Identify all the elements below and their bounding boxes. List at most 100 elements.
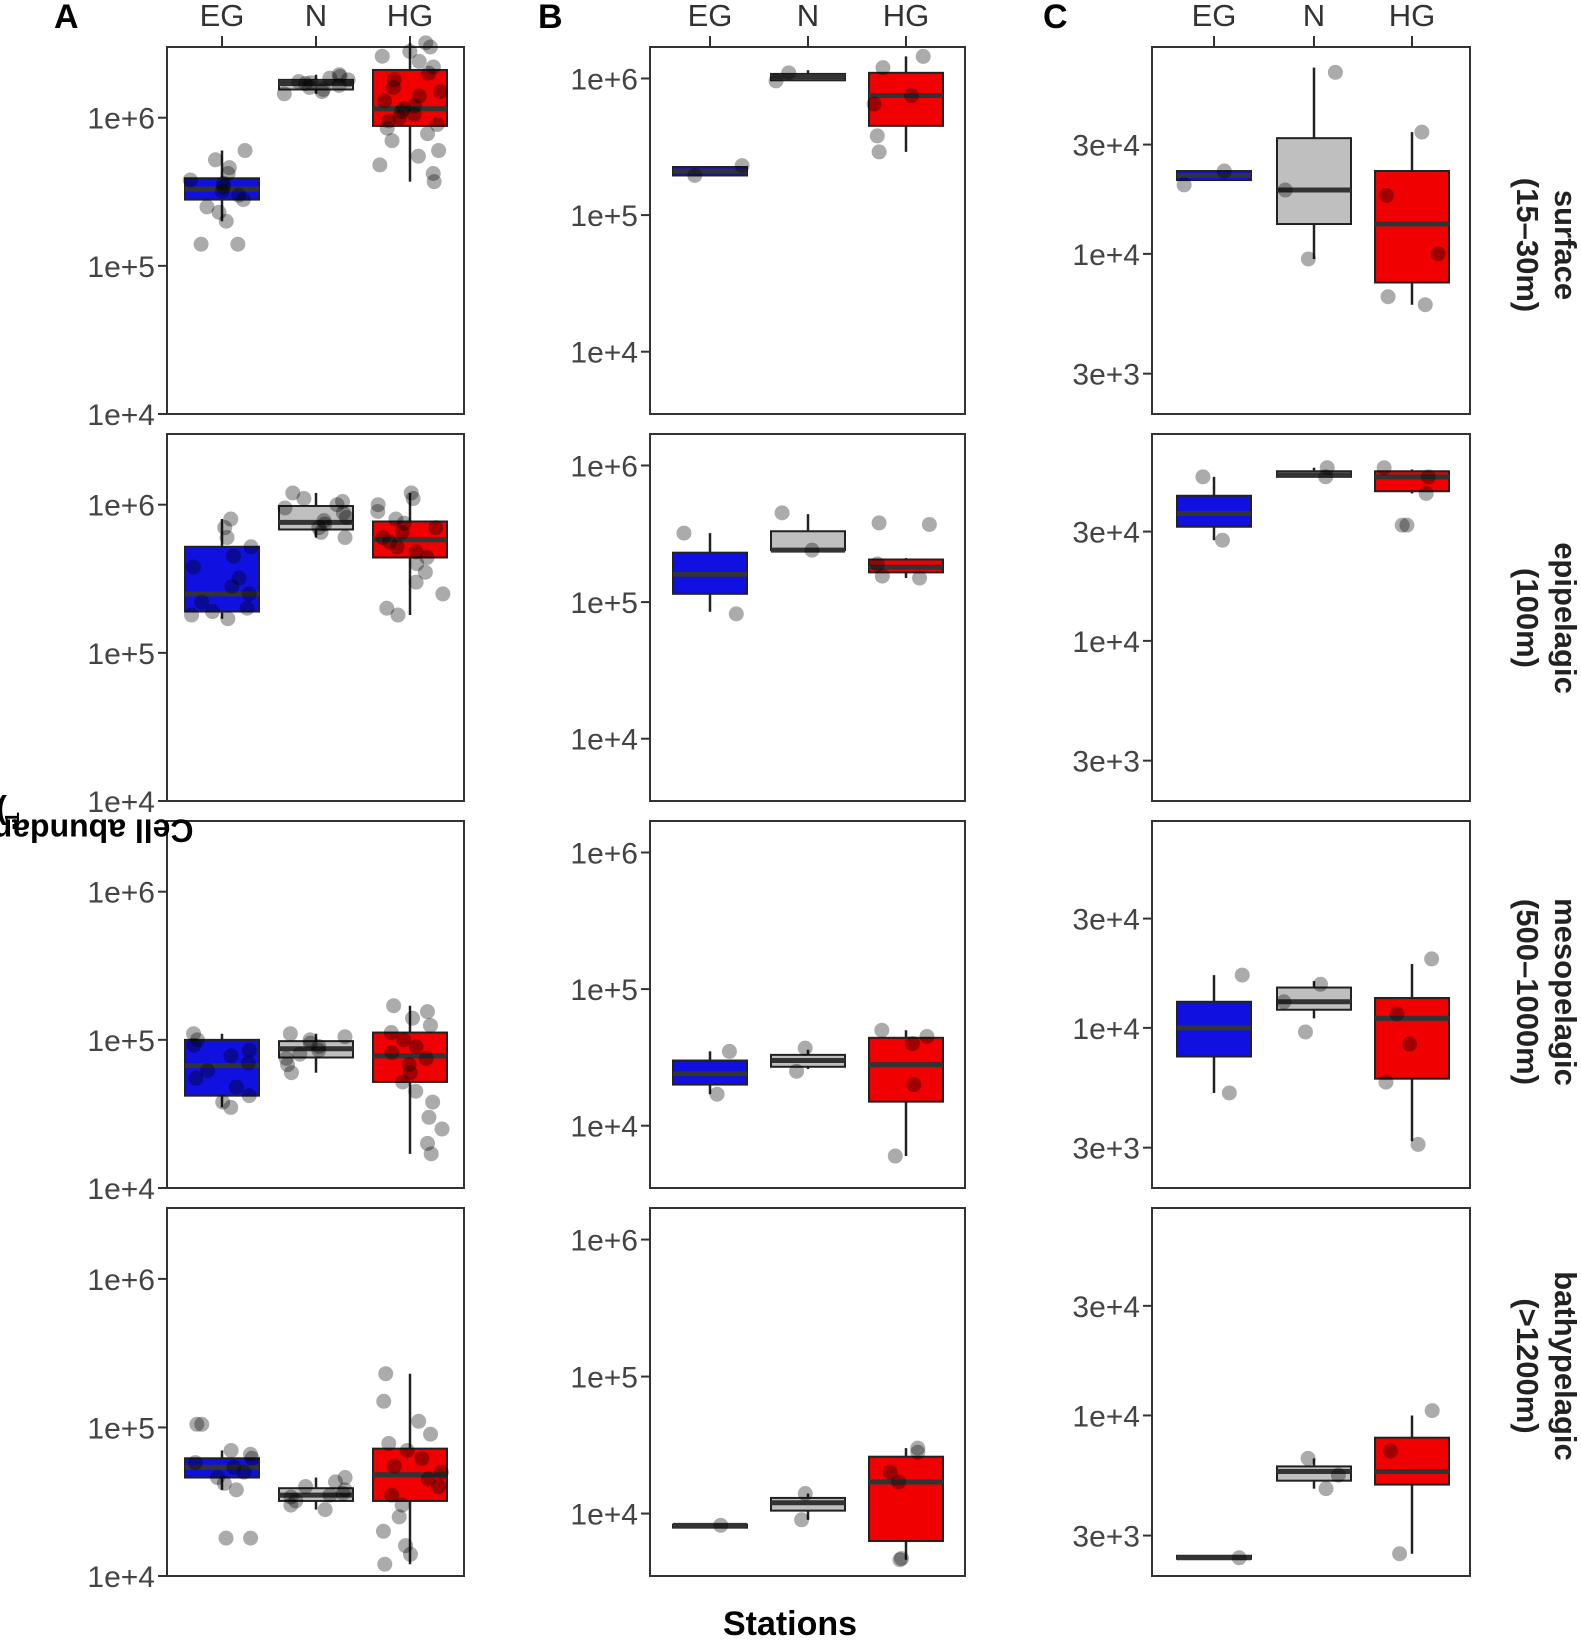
panel-c-mesopelagic-ytick-label: 3e+3 bbox=[1072, 1133, 1140, 1166]
panel-b-surface-hg-point bbox=[869, 128, 885, 144]
panel-c-mesopelagic-hg-point bbox=[1378, 1074, 1394, 1090]
panel-c-epipelagic-n-point bbox=[1319, 460, 1335, 476]
panel-a-bathypelagic-hg-point bbox=[386, 1458, 402, 1474]
panel-a-mesopelagic-eg-point bbox=[228, 1079, 244, 1095]
panel-c-epipelagic-ytick-label: 3e+3 bbox=[1072, 746, 1140, 779]
panel-a-epipelagic-eg-point bbox=[243, 539, 259, 555]
panel-a-epipelagic-ytick-label: 1e+6 bbox=[87, 490, 155, 523]
panel-c-bathypelagic-hg-point bbox=[1424, 1403, 1440, 1419]
panel-a-mesopelagic-hg-point bbox=[421, 1109, 437, 1125]
panel-a-epipelagic-n-point bbox=[285, 485, 301, 501]
panel-a-surface-n-point bbox=[322, 70, 338, 86]
panel-a-surface-n-point bbox=[315, 81, 331, 97]
panel-b-epipelagic-hg-point bbox=[874, 568, 890, 584]
panel-c-bathypelagic-ytick-label: 1e+4 bbox=[1072, 1400, 1140, 1433]
panel-a-bathypelagic-n-point bbox=[322, 1487, 338, 1503]
panel-c-surface-eg-point bbox=[1176, 177, 1192, 193]
panel-a-bathypelagic-eg-point bbox=[187, 1455, 203, 1471]
panel-b-bathypelagic-hg-point bbox=[892, 1552, 908, 1568]
panel-c-mesopelagic-n-point bbox=[1297, 1024, 1313, 1040]
panel-b-surface-ytick-label: 1e+5 bbox=[570, 200, 638, 233]
panel-c-surface-n-box bbox=[1276, 137, 1352, 226]
panel-a-mesopelagic-hg-point bbox=[419, 1004, 435, 1020]
panel-b-mesopelagic-hg-point bbox=[919, 1028, 935, 1044]
panel-c-surface-n-point bbox=[1277, 182, 1293, 198]
panel-a-bathypelagic-n-point bbox=[298, 1479, 314, 1495]
panel-a-mesopelagic-hg-point bbox=[402, 1065, 418, 1081]
panel-a-mesopelagic-hg-point bbox=[383, 1025, 399, 1041]
panel-a-surface-hg-point bbox=[392, 110, 408, 126]
panel-a-bathypelagic-eg-point bbox=[236, 1464, 252, 1480]
panel-a-bathypelagic-hg-point bbox=[378, 1366, 394, 1382]
station-label-a-n: N bbox=[304, 0, 328, 33]
panel-a-mesopelagic-eg-point bbox=[186, 1026, 202, 1042]
panel-a-mesopelagic-hg-point bbox=[422, 1017, 438, 1033]
panel-a-mesopelagic-n-point bbox=[311, 1042, 327, 1058]
panel-a-surface-ytick-label: 1e+4 bbox=[87, 399, 155, 432]
panel-b-epipelagic-hg-point bbox=[921, 516, 937, 532]
panel-a-bathypelagic-n-point bbox=[337, 1470, 353, 1486]
panel-a-surface-eg-point bbox=[218, 213, 234, 229]
panel-a-mesopelagic-eg-point bbox=[240, 1055, 256, 1071]
panel-a-surface-hg-point bbox=[386, 72, 402, 88]
panel-b-surface-hg-box bbox=[868, 71, 944, 127]
panel-a-epipelagic-eg-box bbox=[184, 545, 260, 613]
panel-a-epipelagic-hg-point bbox=[408, 544, 424, 560]
panel-a-mesopelagic-eg-point bbox=[188, 1070, 204, 1086]
panel-a-surface-hg-point bbox=[396, 101, 412, 117]
panel-a-epipelagic-eg-point bbox=[226, 548, 242, 564]
panel-a-mesopelagic-hg-point bbox=[425, 1094, 441, 1110]
panel-a-mesopelagic-hg-point bbox=[396, 1032, 412, 1048]
panel-b-surface-eg-point bbox=[687, 167, 703, 183]
panel-b-mesopelagic-ytick-label: 1e+5 bbox=[570, 974, 638, 1007]
panel-c-surface-hg-point bbox=[1380, 289, 1396, 305]
panel-a-bathypelagic-hg-point bbox=[384, 1487, 400, 1503]
depth-label-mesopelagic-line2: (500–1000m) bbox=[1510, 898, 1545, 1086]
y-axis-title-main: Cell abundance (cells mL bbox=[0, 812, 194, 849]
panel-a-epipelagic-n-point bbox=[335, 505, 351, 521]
panel-a-epipelagic-n-point bbox=[337, 530, 353, 546]
panel-a-mesopelagic-eg-point bbox=[241, 1042, 257, 1058]
panel-letter-c: C bbox=[1043, 0, 1068, 36]
panel-a-epipelagic-hg-point bbox=[408, 574, 424, 590]
panel-a-epipelagic-eg-point bbox=[185, 559, 201, 575]
panel-a-mesopelagic-ytick-label: 1e+4 bbox=[87, 1173, 155, 1206]
panel-c-mesopelagic-hg-point bbox=[1389, 1006, 1405, 1022]
panel-a-bathypelagic-eg-point bbox=[216, 1475, 232, 1491]
depth-label-surface-line1: surface bbox=[1548, 189, 1581, 301]
panel-c-surface-ytick-label: 3e+4 bbox=[1072, 130, 1140, 163]
panel-a-bathypelagic-hg-point bbox=[423, 1426, 439, 1442]
panel-a-surface-eg-point bbox=[231, 187, 247, 203]
panel-b-epipelagic-frame bbox=[649, 433, 966, 802]
panel-a-epipelagic-n-point bbox=[329, 497, 345, 513]
panel-a-surface-hg-point bbox=[374, 48, 390, 64]
panel-b-epipelagic-eg-point bbox=[676, 525, 692, 541]
panel-a-epipelagic-hg-point bbox=[396, 515, 412, 531]
panel-a-surface-hg-point bbox=[425, 166, 441, 182]
panel-a-epipelagic-hg-point bbox=[403, 485, 419, 501]
panel-a-surface-hg-point bbox=[420, 126, 436, 142]
panel-b-epipelagic-hg-point bbox=[869, 556, 885, 572]
panel-c-epipelagic-ytick-label: 3e+4 bbox=[1072, 517, 1140, 550]
panel-a-bathypelagic-eg-point bbox=[209, 1470, 225, 1486]
panel-a-epipelagic-hg-point bbox=[417, 564, 433, 580]
panel-a-mesopelagic-hg-point bbox=[384, 1045, 400, 1061]
panel-a-surface-n-point bbox=[331, 77, 347, 93]
panel-a-bathypelagic-frame bbox=[166, 1207, 465, 1577]
panel-b-bathypelagic-hg-point bbox=[910, 1444, 926, 1460]
panel-a-epipelagic-n-point bbox=[296, 491, 312, 507]
panel-a-bathypelagic-hg-point bbox=[394, 1497, 410, 1513]
panel-b-bathypelagic-hg-box bbox=[868, 1455, 944, 1543]
panel-a-surface-eg-point bbox=[230, 236, 246, 252]
panel-a-epipelagic-hg-point bbox=[405, 491, 421, 507]
panel-c-bathypelagic-eg-point bbox=[1231, 1550, 1247, 1566]
panel-c-surface-hg-point bbox=[1430, 246, 1446, 262]
panel-c-mesopelagic-hg-point bbox=[1402, 1036, 1418, 1052]
panel-a-mesopelagic-hg-point bbox=[423, 1146, 439, 1162]
panel-a-bathypelagic-hg-point bbox=[431, 1479, 447, 1495]
panel-a-surface-hg-point bbox=[411, 88, 427, 104]
panel-a-epipelagic-n-point bbox=[317, 516, 333, 532]
panel-a-bathypelagic-ytick-label: 1e+5 bbox=[87, 1412, 155, 1445]
panel-a-epipelagic-eg-point bbox=[231, 570, 247, 586]
panel-a-epipelagic-hg-point bbox=[390, 607, 406, 623]
